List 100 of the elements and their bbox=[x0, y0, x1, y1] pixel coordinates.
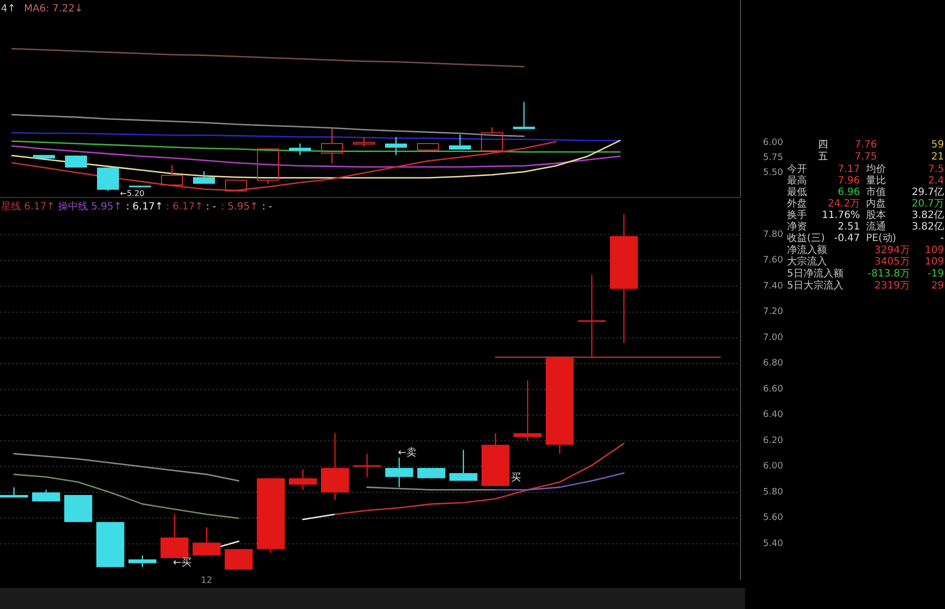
annotation: ←买 bbox=[173, 558, 192, 568]
text: 109 bbox=[924, 245, 944, 256]
text: 流通 bbox=[866, 220, 886, 232]
text: 29.7亿 bbox=[912, 187, 944, 198]
annotation: : 6.17↑ bbox=[126, 202, 164, 212]
candlestick bbox=[513, 102, 535, 130]
annotation: 操中线 5.95↑ bbox=[58, 200, 122, 212]
annotation: : 5.95↑ bbox=[221, 202, 258, 212]
text: - bbox=[940, 233, 944, 244]
line-series bbox=[11, 48, 525, 68]
text: 3.82亿 bbox=[912, 210, 944, 221]
text: 7.76 bbox=[854, 140, 877, 150]
text: 股本 bbox=[866, 209, 886, 221]
candlestick bbox=[256, 478, 285, 554]
text: 2319万 bbox=[874, 280, 910, 292]
y-tick-label: 6.80 bbox=[763, 358, 784, 369]
candlestick bbox=[321, 432, 349, 501]
candlestick bbox=[578, 274, 606, 358]
y-tick-label: 5.60 bbox=[763, 513, 784, 524]
text: 收益(三) bbox=[787, 232, 825, 244]
text: 净资 bbox=[787, 220, 807, 232]
text: 换手 bbox=[787, 209, 807, 221]
text: 21 bbox=[931, 152, 944, 162]
candlestick bbox=[514, 380, 542, 442]
y-tick-label: 7.60 bbox=[763, 256, 784, 266]
annotation: : 6.17↑ bbox=[166, 202, 204, 212]
candlestick bbox=[449, 449, 478, 481]
candlestick bbox=[353, 136, 375, 148]
y-tick-label: 6.40 bbox=[763, 410, 784, 420]
text: 最高 bbox=[787, 174, 807, 186]
text: 净流入额 bbox=[787, 244, 827, 256]
y-tick-label: 5.50 bbox=[763, 168, 784, 178]
candlestick bbox=[385, 136, 407, 156]
candlestick bbox=[449, 134, 471, 150]
y-tick-label: 7.20 bbox=[763, 307, 784, 318]
text: 外盘 bbox=[787, 198, 807, 210]
candlestick bbox=[353, 453, 382, 478]
candlestick bbox=[385, 457, 414, 488]
candlestick bbox=[161, 164, 183, 186]
text: 5日大宗流入 bbox=[787, 280, 844, 292]
y-tick-label: 7.00 bbox=[763, 332, 784, 343]
y-tick-label: 6.00 bbox=[763, 462, 784, 472]
x-tick-label: 12 bbox=[200, 576, 212, 586]
y-tick-label: 6.60 bbox=[763, 384, 784, 394]
y-tick-label: 6.00 bbox=[763, 138, 784, 148]
text: 均价 bbox=[865, 163, 886, 175]
y-tick-label: 5.80 bbox=[763, 487, 784, 498]
y-tick-label: 5.40 bbox=[763, 538, 784, 549]
y-tick-label: 6.20 bbox=[763, 436, 784, 446]
text: 11.76% bbox=[822, 210, 860, 221]
text: 7.75 bbox=[854, 152, 877, 162]
line-series bbox=[11, 145, 621, 168]
text: 四 bbox=[818, 140, 828, 150]
text: 20.7万 bbox=[912, 198, 944, 210]
text: 6.96 bbox=[838, 187, 860, 198]
annotation: : - bbox=[206, 202, 217, 212]
text: 109 bbox=[924, 256, 944, 268]
line-series bbox=[13, 474, 240, 519]
text: 7.96 bbox=[838, 176, 860, 186]
text: 内盘 bbox=[866, 198, 886, 210]
candlestick bbox=[482, 432, 510, 486]
candlestick bbox=[321, 128, 343, 164]
text: 量比 bbox=[866, 174, 886, 186]
text: 3294万 bbox=[874, 245, 910, 256]
line-series bbox=[334, 442, 625, 516]
text: 7.5 bbox=[928, 164, 944, 175]
text: -19 bbox=[928, 268, 944, 280]
text: 2.51 bbox=[838, 222, 860, 232]
annotation: 买 bbox=[511, 472, 521, 484]
text: 5日净流入额 bbox=[787, 268, 844, 280]
text: -0.47 bbox=[834, 233, 860, 244]
annotation: 星线 6.17↑ bbox=[1, 200, 55, 212]
annotation: MA6: 7.22↓ bbox=[24, 4, 84, 14]
y-tick-label: 5.75 bbox=[763, 152, 784, 163]
line-series bbox=[494, 472, 625, 491]
text: 市值 bbox=[866, 186, 886, 198]
candlestick bbox=[288, 468, 317, 490]
text: 今开 bbox=[787, 163, 807, 175]
candlestick bbox=[160, 514, 188, 558]
text: 大宗流入 bbox=[787, 256, 827, 268]
text: -813.8万 bbox=[868, 268, 910, 280]
text: 29 bbox=[931, 280, 944, 292]
text: 3405万 bbox=[874, 256, 910, 268]
text: 24.2万 bbox=[828, 198, 860, 210]
y-tick-label: 7.40 bbox=[763, 281, 784, 292]
candlestick bbox=[610, 214, 638, 344]
text: 59 bbox=[931, 140, 944, 150]
line-series bbox=[11, 141, 557, 192]
text: 最低 bbox=[787, 187, 807, 198]
text: PE(动) bbox=[866, 233, 896, 244]
annotation: : - bbox=[262, 202, 273, 212]
text: 7.17 bbox=[838, 164, 860, 175]
text: 3.82亿 bbox=[912, 222, 944, 232]
text: 五 bbox=[818, 152, 828, 162]
annotation: ←卖 bbox=[398, 446, 416, 458]
y-tick-label: 7.80 bbox=[763, 230, 784, 240]
candlestick bbox=[192, 526, 221, 556]
text: 2.4 bbox=[928, 176, 944, 186]
annotation: ←5.20 bbox=[120, 188, 145, 198]
annotation: 4↑ bbox=[1, 4, 16, 14]
